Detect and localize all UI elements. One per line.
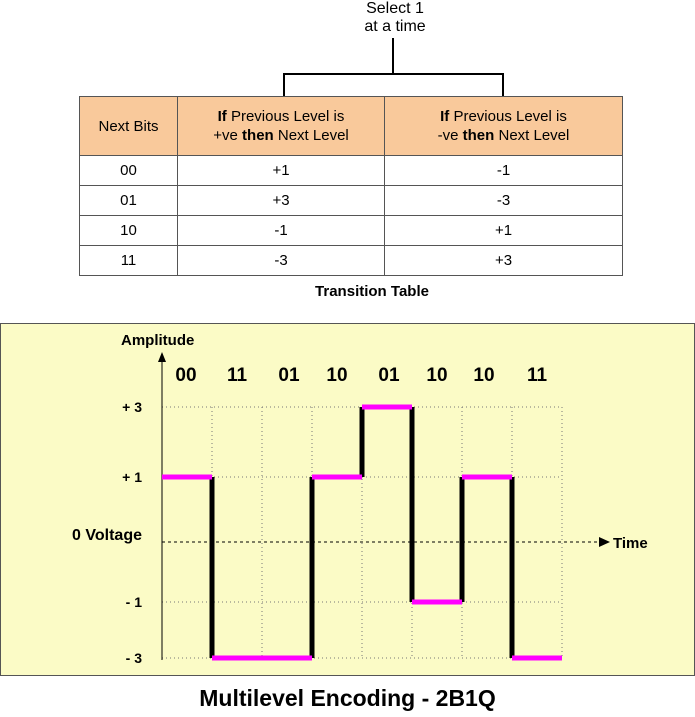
cell-bits: 00: [79, 155, 178, 186]
bit-pair-labels: 00 11 01 10 01 10 10 11: [175, 365, 547, 386]
cell-negative: +3: [384, 245, 623, 276]
chart-axes: Amplitude Time: [121, 332, 648, 660]
table-caption: Transition Table: [315, 283, 429, 300]
cell-bits: 11: [79, 245, 178, 276]
select-note-line2: at a time: [364, 18, 426, 35]
table-header-row: Next Bits If Previous Level is +ve then …: [79, 96, 623, 156]
x-axis-label: Time: [613, 535, 648, 552]
table-row: 11 -3 +3: [79, 245, 623, 276]
select-note-line1: Select 1: [366, 0, 424, 17]
bit-pair-label: 10: [326, 365, 347, 386]
cell-positive: -1: [177, 215, 385, 246]
y-axis-arrow-icon: [158, 352, 166, 362]
y-level-label-zero: 0 Voltage: [72, 527, 142, 544]
cell-bits: 01: [79, 185, 178, 216]
bit-pair-label: 11: [227, 365, 248, 386]
cell-positive: +1: [177, 155, 385, 186]
y-level-label: + 1: [122, 469, 142, 485]
bit-pair-label: 10: [426, 365, 447, 386]
encoding-chart: Amplitude Time + 3 + 1 0 Voltage - 1 - 3 00 1…: [72, 332, 648, 666]
table-row: 01 +3 -3: [79, 185, 623, 216]
chart-panel: Amplitude Time + 3 + 1 0 Voltage - 1 - 3 00 1…: [0, 323, 695, 676]
table-row: 00 +1 -1: [79, 155, 623, 186]
header-next-bits: Next Bits: [79, 96, 178, 156]
table-row: 10 -1 +1: [79, 215, 623, 246]
y-level-label: + 3: [122, 399, 142, 415]
bit-pair-label: 01: [278, 365, 300, 386]
transition-table: Next Bits If Previous Level is +ve then …: [79, 96, 623, 276]
select-note: Select 1 at a time: [330, 0, 460, 36]
cell-positive: +3: [177, 185, 385, 216]
y-level-labels: + 3 + 1 0 Voltage - 1 - 3: [72, 399, 142, 666]
header-negative-previous: If Previous Level is -ve then Next Level: [384, 96, 623, 156]
signal-waveform: [162, 404, 562, 661]
y-axis-label: Amplitude: [121, 332, 194, 349]
cell-positive: -3: [177, 245, 385, 276]
cell-negative: -1: [384, 155, 623, 186]
cell-negative: -3: [384, 185, 623, 216]
bit-pair-label: 01: [378, 365, 400, 386]
cell-bits: 10: [79, 215, 178, 246]
y-level-label: - 1: [126, 594, 143, 610]
x-axis-arrow-icon: [599, 537, 610, 547]
y-level-label: - 3: [126, 650, 143, 666]
bit-pair-label: 00: [175, 365, 196, 386]
selection-bracket: [283, 38, 504, 96]
bit-pair-label: 11: [527, 365, 548, 386]
bit-pair-label: 10: [473, 365, 494, 386]
header-positive-previous: If Previous Level is +ve then Next Level: [177, 96, 385, 156]
cell-negative: +1: [384, 215, 623, 246]
figure-caption: Multilevel Encoding - 2B1Q: [199, 685, 496, 711]
